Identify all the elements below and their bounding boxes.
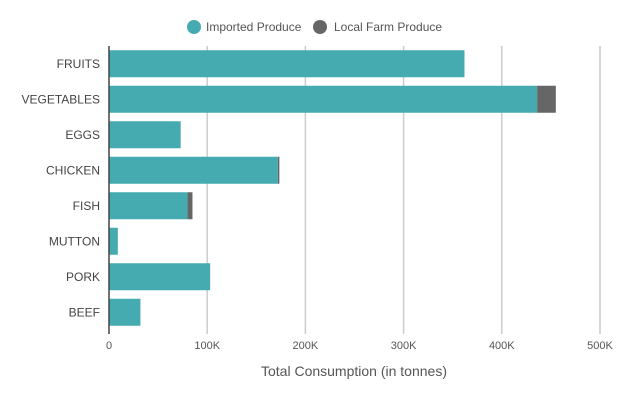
legend-swatch bbox=[187, 20, 201, 34]
category-labels: FRUITS VEGETABLES EGGS CHICKEN FISH MUTTON POR… bbox=[22, 57, 100, 320]
x-tick-label: 300K bbox=[391, 340, 417, 352]
bar-imported-fish bbox=[109, 192, 188, 220]
category-label: EGGS bbox=[65, 128, 100, 142]
legend-swatch bbox=[313, 20, 327, 34]
bar-imported-beef bbox=[109, 298, 141, 326]
bar-imported-chicken bbox=[109, 156, 278, 184]
legend-label[interactable]: Local Farm Produce bbox=[334, 20, 442, 34]
category-label: CHICKEN bbox=[46, 163, 100, 177]
bar-imported-eggs bbox=[109, 121, 181, 149]
category-label: BEEF bbox=[69, 305, 100, 319]
x-tick-label: 0 bbox=[106, 340, 112, 352]
category-label: PORK bbox=[66, 270, 100, 284]
bar-local-chicken bbox=[277, 156, 280, 184]
tick-labels: 0 100K 200K 300K 400K 500K bbox=[106, 340, 614, 352]
bar-imported-vegetables bbox=[109, 85, 538, 113]
x-tick-label: 200K bbox=[293, 340, 319, 352]
bar-imported-mutton bbox=[109, 227, 118, 255]
bar-imported-fruits bbox=[109, 50, 465, 78]
x-tick-label: 100K bbox=[194, 340, 220, 352]
x-tick-label: 500K bbox=[587, 340, 613, 352]
bar-imported-pork bbox=[109, 263, 211, 291]
category-label: MUTTON bbox=[49, 234, 100, 248]
bars bbox=[109, 50, 556, 326]
legend: Imported Produce Local Farm Produce bbox=[187, 20, 442, 34]
bar-local-vegetables bbox=[537, 85, 556, 113]
category-label: FRUITS bbox=[57, 57, 100, 71]
bar-local-fish bbox=[187, 192, 193, 220]
category-label: FISH bbox=[73, 199, 100, 213]
x-tick-label: 400K bbox=[489, 340, 515, 352]
legend-label[interactable]: Imported Produce bbox=[206, 20, 302, 34]
x-axis-title: Total Consumption (in tonnes) bbox=[261, 363, 447, 379]
category-label: VEGETABLES bbox=[22, 92, 100, 106]
